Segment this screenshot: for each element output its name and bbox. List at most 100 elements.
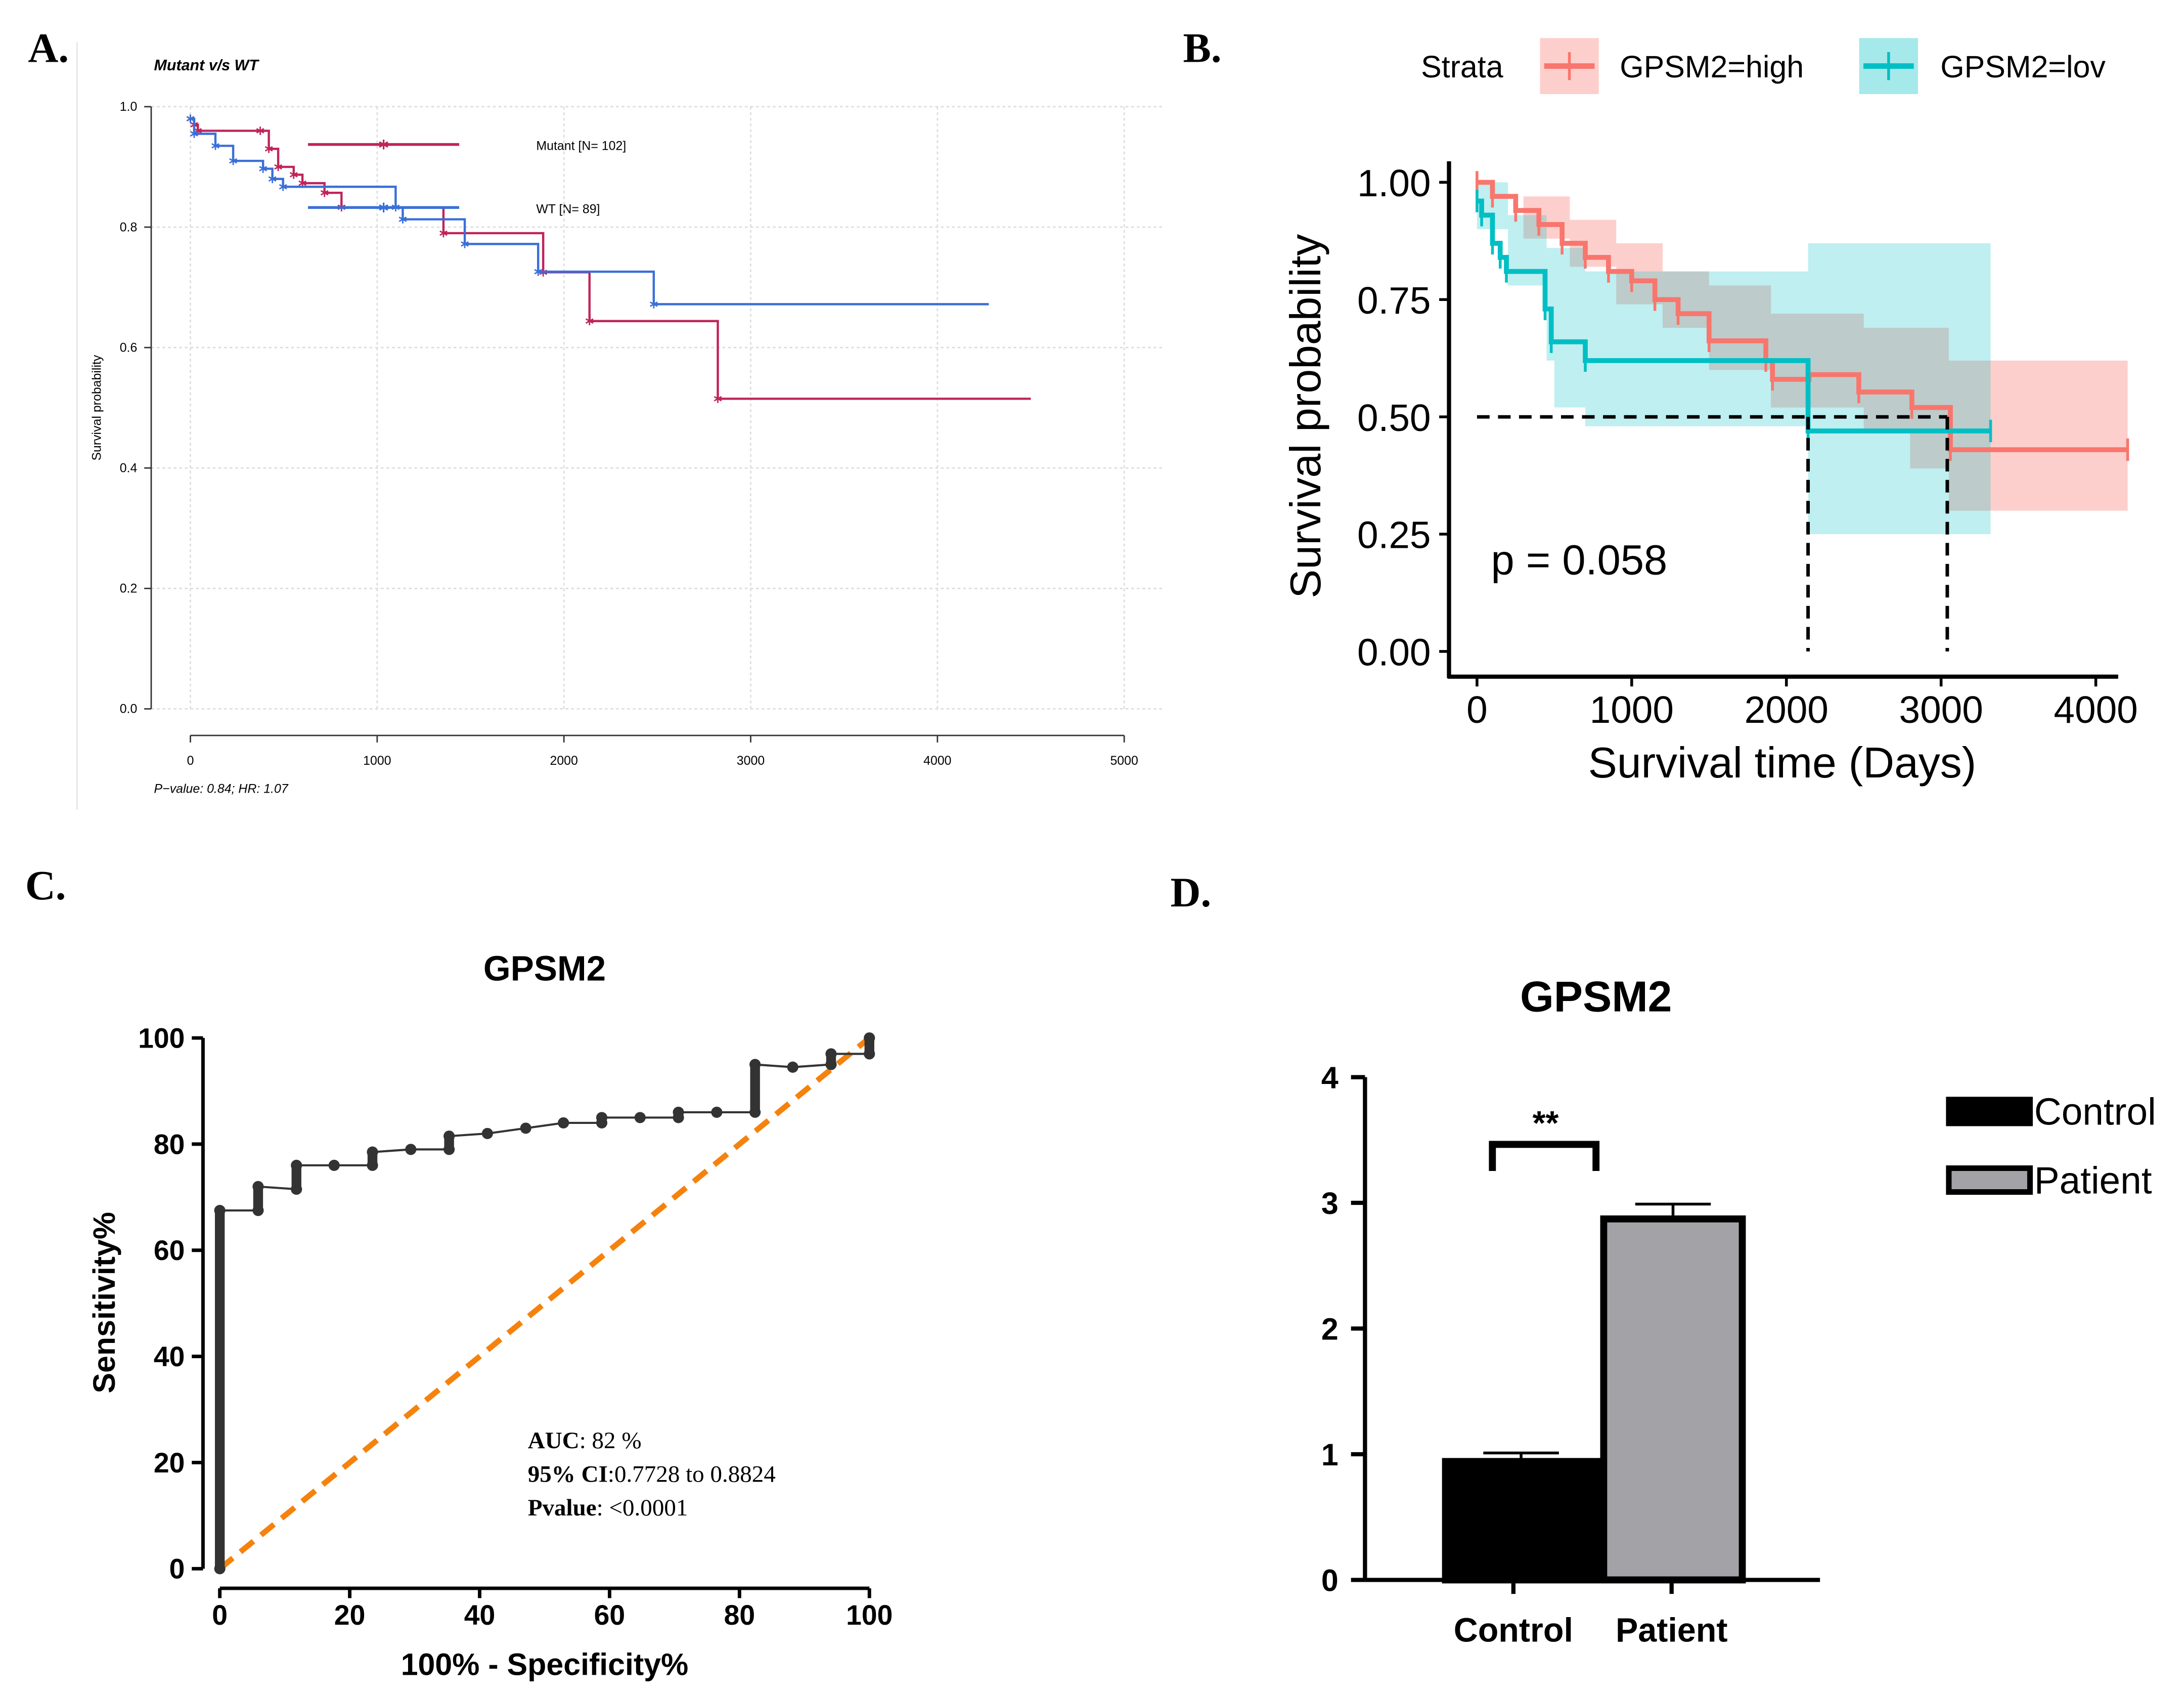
- a-ytick-label: 0.6: [120, 340, 138, 355]
- c-roc-point: [634, 1112, 646, 1123]
- c-roc-point: [214, 1204, 226, 1216]
- c-ytick-label: 80: [154, 1128, 185, 1160]
- a-censor-mark: [279, 182, 287, 191]
- d-legend-key-patient: [1946, 1165, 2033, 1195]
- c-ytick-label: 60: [154, 1235, 185, 1266]
- c-roc-point: [214, 1563, 226, 1575]
- d-ytick-label: 2: [1321, 1312, 1339, 1346]
- c-xtick-label: 60: [594, 1599, 626, 1631]
- d-significance: **: [1533, 1105, 1559, 1142]
- a-censor-mark: [289, 170, 298, 179]
- b-legend-low: GPSM2=lov: [1940, 50, 2106, 84]
- c-xtick-label: 20: [334, 1599, 366, 1631]
- c-ci-label: 95% CI: [528, 1461, 608, 1488]
- c-roc-point: [864, 1032, 875, 1044]
- c-roc-point: [291, 1184, 302, 1195]
- c-auc: AUC: 82 %: [528, 1427, 642, 1454]
- c-roc-point: [443, 1144, 455, 1155]
- c-auc-label: AUC: [528, 1427, 580, 1454]
- a-xtick-label: 0: [187, 754, 194, 768]
- a-series-mutant: [190, 117, 1031, 400]
- c-ylabel: Sensitivity%: [87, 1212, 121, 1394]
- a-legend-marker: [379, 139, 388, 150]
- c-roc-point: [443, 1131, 455, 1142]
- a-ytick-label: 0.2: [120, 582, 138, 596]
- a-censor-mark: [211, 141, 219, 150]
- c-roc-point: [749, 1106, 761, 1118]
- a-ytick-label: 1.0: [120, 100, 138, 114]
- a-ytick-label: 0.8: [120, 220, 138, 234]
- b-ytick-label: 1.00: [1357, 162, 1431, 204]
- d-ytick-label: 0: [1321, 1563, 1339, 1598]
- c-xtick-label: 40: [464, 1599, 496, 1631]
- c-roc-point: [825, 1059, 837, 1070]
- b-ytick-label: 0.00: [1357, 631, 1431, 674]
- b-legend-high: GPSM2=high: [1620, 50, 1804, 84]
- d-legend-patient: Patient: [2034, 1159, 2152, 1201]
- c-roc-point: [252, 1204, 264, 1216]
- b-ytick-label: 0.75: [1357, 279, 1431, 322]
- c-pvalue: Pvalue: <0.0001: [528, 1495, 688, 1521]
- c-roc-point: [481, 1127, 494, 1139]
- a-censor-mark: [461, 240, 469, 248]
- a-xtick-label: 3000: [737, 754, 765, 768]
- c-reference-line: [218, 1035, 871, 1571]
- c-ytick-label: 40: [154, 1341, 185, 1372]
- d-bar-control: [1442, 1458, 1600, 1584]
- a-censor-mark: [398, 215, 407, 224]
- a-censor-mark: [186, 114, 195, 123]
- c-roc-point: [367, 1146, 378, 1158]
- d-ytick-label: 1: [1321, 1438, 1339, 1472]
- panel-label-b: B.: [1183, 24, 1221, 71]
- c-ytick-label: 100: [138, 1022, 185, 1054]
- d-significance-bracket: [1489, 1141, 1600, 1171]
- c-roc-point: [558, 1117, 569, 1128]
- a-censor-mark: [190, 129, 198, 138]
- c-roc-point: [252, 1181, 264, 1192]
- b-xtick-label: 2000: [1745, 688, 1829, 731]
- a-legend-mutant: Mutant [N= 102]: [536, 139, 626, 153]
- c-roc-point: [328, 1159, 340, 1171]
- c-roc-point: [787, 1061, 798, 1073]
- a-ylabel: Survival probability: [90, 355, 104, 461]
- d-legend-key-control: [1946, 1097, 2033, 1126]
- a-censor-mark: [714, 394, 722, 403]
- a-censor-mark: [585, 317, 594, 326]
- c-roc-point: [291, 1159, 302, 1171]
- b-xtick-label: 3000: [1899, 688, 1983, 731]
- d-legend-control: Control: [2034, 1091, 2156, 1133]
- b-series-low: [1477, 198, 1991, 433]
- panel-label-c: C.: [25, 862, 66, 908]
- c-roc-point: [711, 1106, 723, 1118]
- b-xlabel: Survival time (Days): [1588, 738, 1977, 787]
- c-auc-value: : 82 %: [580, 1427, 642, 1454]
- a-censor-mark: [268, 175, 277, 184]
- c-roc-point: [520, 1122, 531, 1134]
- c-pvalue-label: Pvalue: [528, 1495, 597, 1521]
- c-ci-value: :0.7728 to 0.8824: [608, 1461, 776, 1488]
- d-bar-patient: [1600, 1215, 1746, 1584]
- a-censor-mark: [259, 164, 268, 173]
- c-pvalue-value: : <0.0001: [597, 1495, 688, 1521]
- a-footnote: P−value: 0.84; HR: 1.07: [154, 782, 289, 796]
- a-ytick-label: 0.4: [120, 461, 138, 475]
- c-roc-point: [596, 1112, 608, 1123]
- c-xlabel: 100% - Specificity%: [401, 1647, 689, 1682]
- c-stats: AUC: 82 % 95% CI:0.7728 to 0.8824 Pvalue…: [528, 1427, 776, 1521]
- c-xtick-label: 80: [724, 1599, 755, 1631]
- b-ytick-label: 0.25: [1357, 514, 1431, 556]
- c-roc-point: [405, 1144, 417, 1155]
- c-xtick-label: 0: [212, 1599, 228, 1631]
- a-censor-mark: [256, 126, 264, 135]
- b-ylabel: Survival probability: [1281, 234, 1330, 598]
- b-xtick-label: 1000: [1590, 688, 1674, 731]
- a-xtick-label: 5000: [1110, 754, 1138, 768]
- a-censor-mark: [320, 188, 329, 197]
- d-title: GPSM2: [1520, 972, 1672, 1021]
- a-censor-mark: [534, 267, 543, 276]
- panel-label-d: D.: [1171, 869, 1212, 916]
- c-roc-point: [864, 1048, 875, 1060]
- c-xtick-label: 100: [846, 1599, 893, 1631]
- b-xtick-label: 0: [1466, 688, 1488, 731]
